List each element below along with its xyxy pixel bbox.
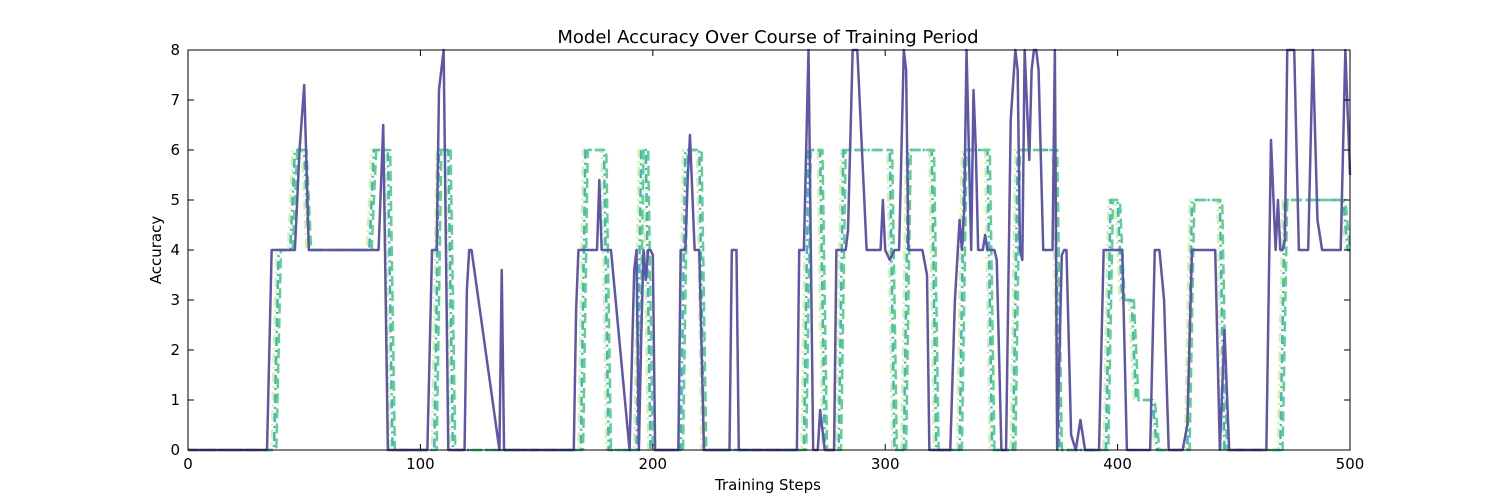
series-line-1	[188, 148, 1350, 452]
series-layer	[188, 48, 1352, 452]
series-line-3	[188, 148, 1352, 452]
ticks-layer: 0 100 200 300 400 500 0 1 2 3 4 5 6 7 8	[170, 41, 1364, 473]
x-tick-label: 500	[1336, 455, 1365, 473]
y-tick-label: 0	[170, 441, 180, 459]
chart-title: Model Accuracy Over Course of Training P…	[557, 27, 978, 48]
series-line-2	[188, 148, 1350, 452]
x-tick-label: 0	[183, 455, 193, 473]
x-tick-label: 200	[638, 455, 667, 473]
x-tick-label: 400	[1103, 455, 1132, 473]
y-tick-label: 6	[170, 141, 180, 159]
x-tick-label: 300	[871, 455, 900, 473]
y-tick-label: 7	[170, 91, 180, 109]
plot-frame	[187, 49, 1351, 451]
y-tick-label: 3	[170, 291, 180, 309]
x-tick-label: 100	[406, 455, 435, 473]
series-line-4	[188, 48, 1352, 452]
y-tick-label: 8	[170, 41, 180, 59]
y-tick-label: 2	[170, 341, 180, 359]
y-axis-label: Accuracy	[147, 216, 165, 285]
x-axis-label: Training Steps	[714, 476, 821, 494]
y-tick-label: 1	[170, 391, 180, 409]
y-tick-label: 4	[170, 241, 180, 259]
y-tick-label: 5	[170, 191, 180, 209]
